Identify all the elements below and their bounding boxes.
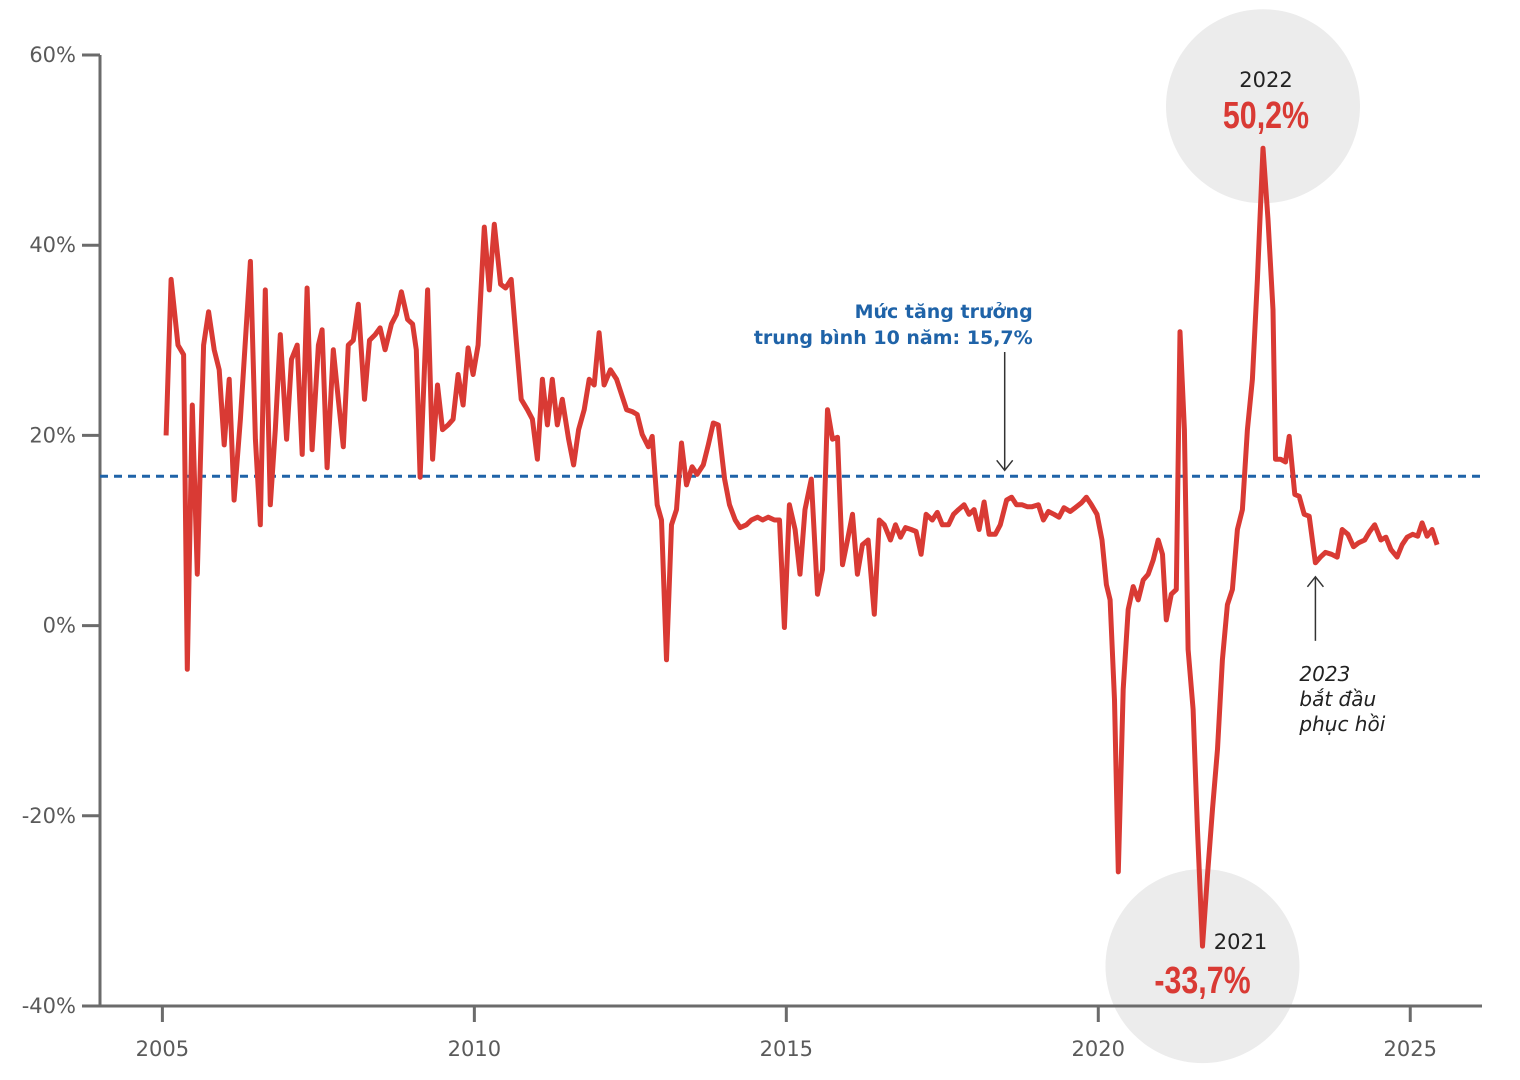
- note-text: 2023: [1299, 662, 1350, 686]
- reference-label: trung bình 10 năm: 15,7%: [754, 327, 1033, 349]
- y-tick-label: 20%: [29, 423, 76, 447]
- y-tick-label: 0%: [43, 614, 76, 638]
- y-tick-label: -40%: [22, 994, 76, 1018]
- x-tick-label: 2010: [448, 1037, 501, 1061]
- x-tick-label: 2025: [1384, 1037, 1437, 1061]
- annotation-year: 2021: [1214, 930, 1267, 954]
- note-text: bắt đầu: [1299, 687, 1376, 711]
- arrow-head: [1306, 575, 1324, 588]
- x-tick-label: 2015: [760, 1037, 813, 1061]
- y-tick-label: -20%: [22, 804, 76, 828]
- x-tick-label: 2020: [1072, 1037, 1125, 1061]
- highlight-circle: [1166, 9, 1361, 204]
- reference-label: Mức tăng trưởng: [855, 301, 1033, 323]
- data-line: [163, 145, 1440, 949]
- x-tick-label: 2005: [136, 1037, 189, 1061]
- y-tick-label: 60%: [29, 43, 76, 67]
- y-tick-label: 40%: [29, 233, 76, 257]
- note-text: phục hồi: [1298, 712, 1385, 736]
- arrow-head: [996, 459, 1014, 472]
- annotation-value: -33,7%: [1154, 960, 1250, 1002]
- annotation-year: 2022: [1239, 68, 1292, 92]
- annotation-value: 50,2%: [1223, 95, 1309, 137]
- highlight-circle: [1105, 869, 1300, 1064]
